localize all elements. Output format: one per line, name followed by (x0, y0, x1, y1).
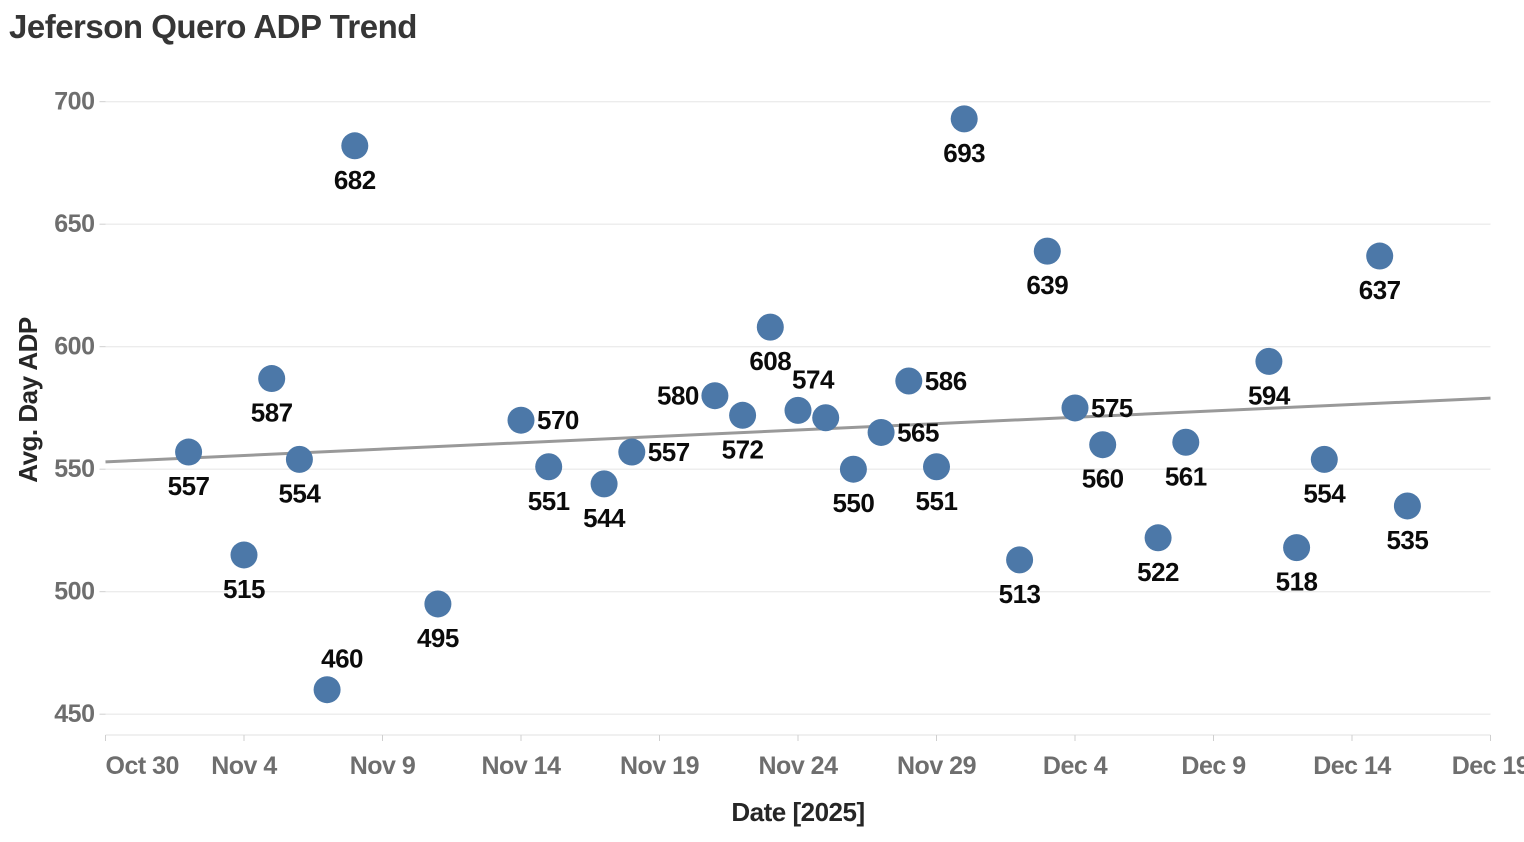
data-point-label: 535 (1386, 525, 1428, 555)
data-point[interactable] (313, 676, 341, 704)
data-point[interactable] (618, 438, 646, 466)
y-tick-label: 550 (54, 455, 94, 483)
data-point-label: 561 (1165, 461, 1207, 491)
data-point-label: 460 (321, 644, 363, 674)
data-point[interactable] (1006, 546, 1034, 574)
data-point[interactable] (1144, 524, 1172, 552)
data-point[interactable] (1366, 242, 1394, 270)
y-tick-label: 650 (54, 210, 94, 238)
data-point-label: 608 (749, 346, 791, 376)
data-point[interactable] (895, 367, 923, 395)
x-tick-label: Dec 19 (1452, 752, 1524, 780)
data-point-label: 513 (999, 579, 1041, 609)
y-tick-label: 500 (54, 578, 94, 606)
x-tick-label: Nov 24 (759, 752, 839, 780)
data-point[interactable] (1393, 492, 1421, 520)
data-point-label: 575 (1091, 393, 1133, 423)
x-tick-label: Nov 9 (350, 752, 416, 780)
data-point-label: 637 (1359, 275, 1401, 305)
data-point-label: 587 (251, 398, 293, 428)
data-point-label: 557 (168, 471, 210, 501)
data-point-label: 518 (1276, 567, 1318, 597)
data-point-label: 495 (417, 623, 459, 653)
data-point-label: 551 (528, 486, 570, 516)
data-point[interactable] (230, 541, 258, 569)
data-point[interactable] (839, 455, 867, 483)
data-point-label: 551 (916, 486, 958, 516)
data-point[interactable] (1255, 347, 1283, 375)
data-point[interactable] (1310, 445, 1338, 473)
data-point-label: 565 (897, 417, 939, 447)
data-point-label: 570 (537, 405, 579, 435)
data-point-label: 550 (832, 488, 874, 518)
data-point-label: 557 (648, 437, 690, 467)
data-point[interactable] (175, 438, 203, 466)
data-point[interactable] (535, 453, 563, 481)
data-point[interactable] (285, 445, 313, 473)
chart-title: Jeferson Quero ADP Trend (9, 8, 417, 45)
data-point-label: 554 (1303, 478, 1346, 508)
data-point-label: 574 (792, 364, 835, 394)
x-tick-label: Nov 19 (620, 752, 699, 780)
data-point[interactable] (867, 418, 895, 446)
x-tick-label: Dec 9 (1181, 752, 1245, 780)
data-point[interactable] (1033, 237, 1061, 265)
x-tick-label: Nov 4 (211, 752, 277, 780)
x-tick-label: Nov 29 (897, 752, 976, 780)
data-point-label: 693 (943, 138, 985, 168)
data-point-label: 586 (925, 366, 967, 396)
data-point[interactable] (1061, 394, 1089, 422)
data-point-label: 682 (334, 165, 376, 195)
data-point-label: 639 (1026, 270, 1068, 300)
data-point[interactable] (1089, 431, 1117, 459)
data-point[interactable] (258, 365, 286, 393)
data-point-label: 515 (223, 574, 265, 604)
data-point-label: 522 (1137, 557, 1179, 587)
data-point[interactable] (923, 453, 950, 481)
data-point-label: 572 (722, 434, 764, 464)
data-point[interactable] (812, 404, 840, 432)
y-tick-label: 700 (54, 88, 94, 116)
data-point[interactable] (701, 382, 729, 410)
data-point-label: 594 (1248, 380, 1291, 410)
data-point[interactable] (507, 406, 535, 434)
data-point[interactable] (341, 132, 369, 160)
data-point-label: 544 (583, 503, 626, 533)
data-point[interactable] (590, 470, 618, 498)
x-tick-label: Oct 30 (106, 752, 179, 780)
y-tick-label: 450 (54, 700, 94, 728)
data-point[interactable] (729, 401, 757, 429)
y-axis-title: Avg. Day ADP (13, 317, 43, 483)
x-tick-label: Nov 14 (482, 752, 562, 780)
data-point-label: 580 (657, 381, 699, 411)
data-point-label: 554 (278, 478, 321, 508)
trend-line (105, 396, 1491, 464)
x-tick-label: Dec 14 (1313, 752, 1391, 780)
data-point-label: 560 (1082, 464, 1124, 494)
data-point[interactable] (756, 313, 784, 341)
x-tick-label: Dec 4 (1043, 752, 1108, 780)
data-point[interactable] (784, 396, 812, 424)
y-tick-label: 600 (54, 333, 94, 361)
data-point[interactable] (950, 105, 978, 133)
x-axis-title: Date [2025] (731, 797, 864, 827)
data-point[interactable] (1283, 534, 1311, 562)
data-point[interactable] (1172, 428, 1200, 456)
data-point[interactable] (424, 590, 452, 618)
